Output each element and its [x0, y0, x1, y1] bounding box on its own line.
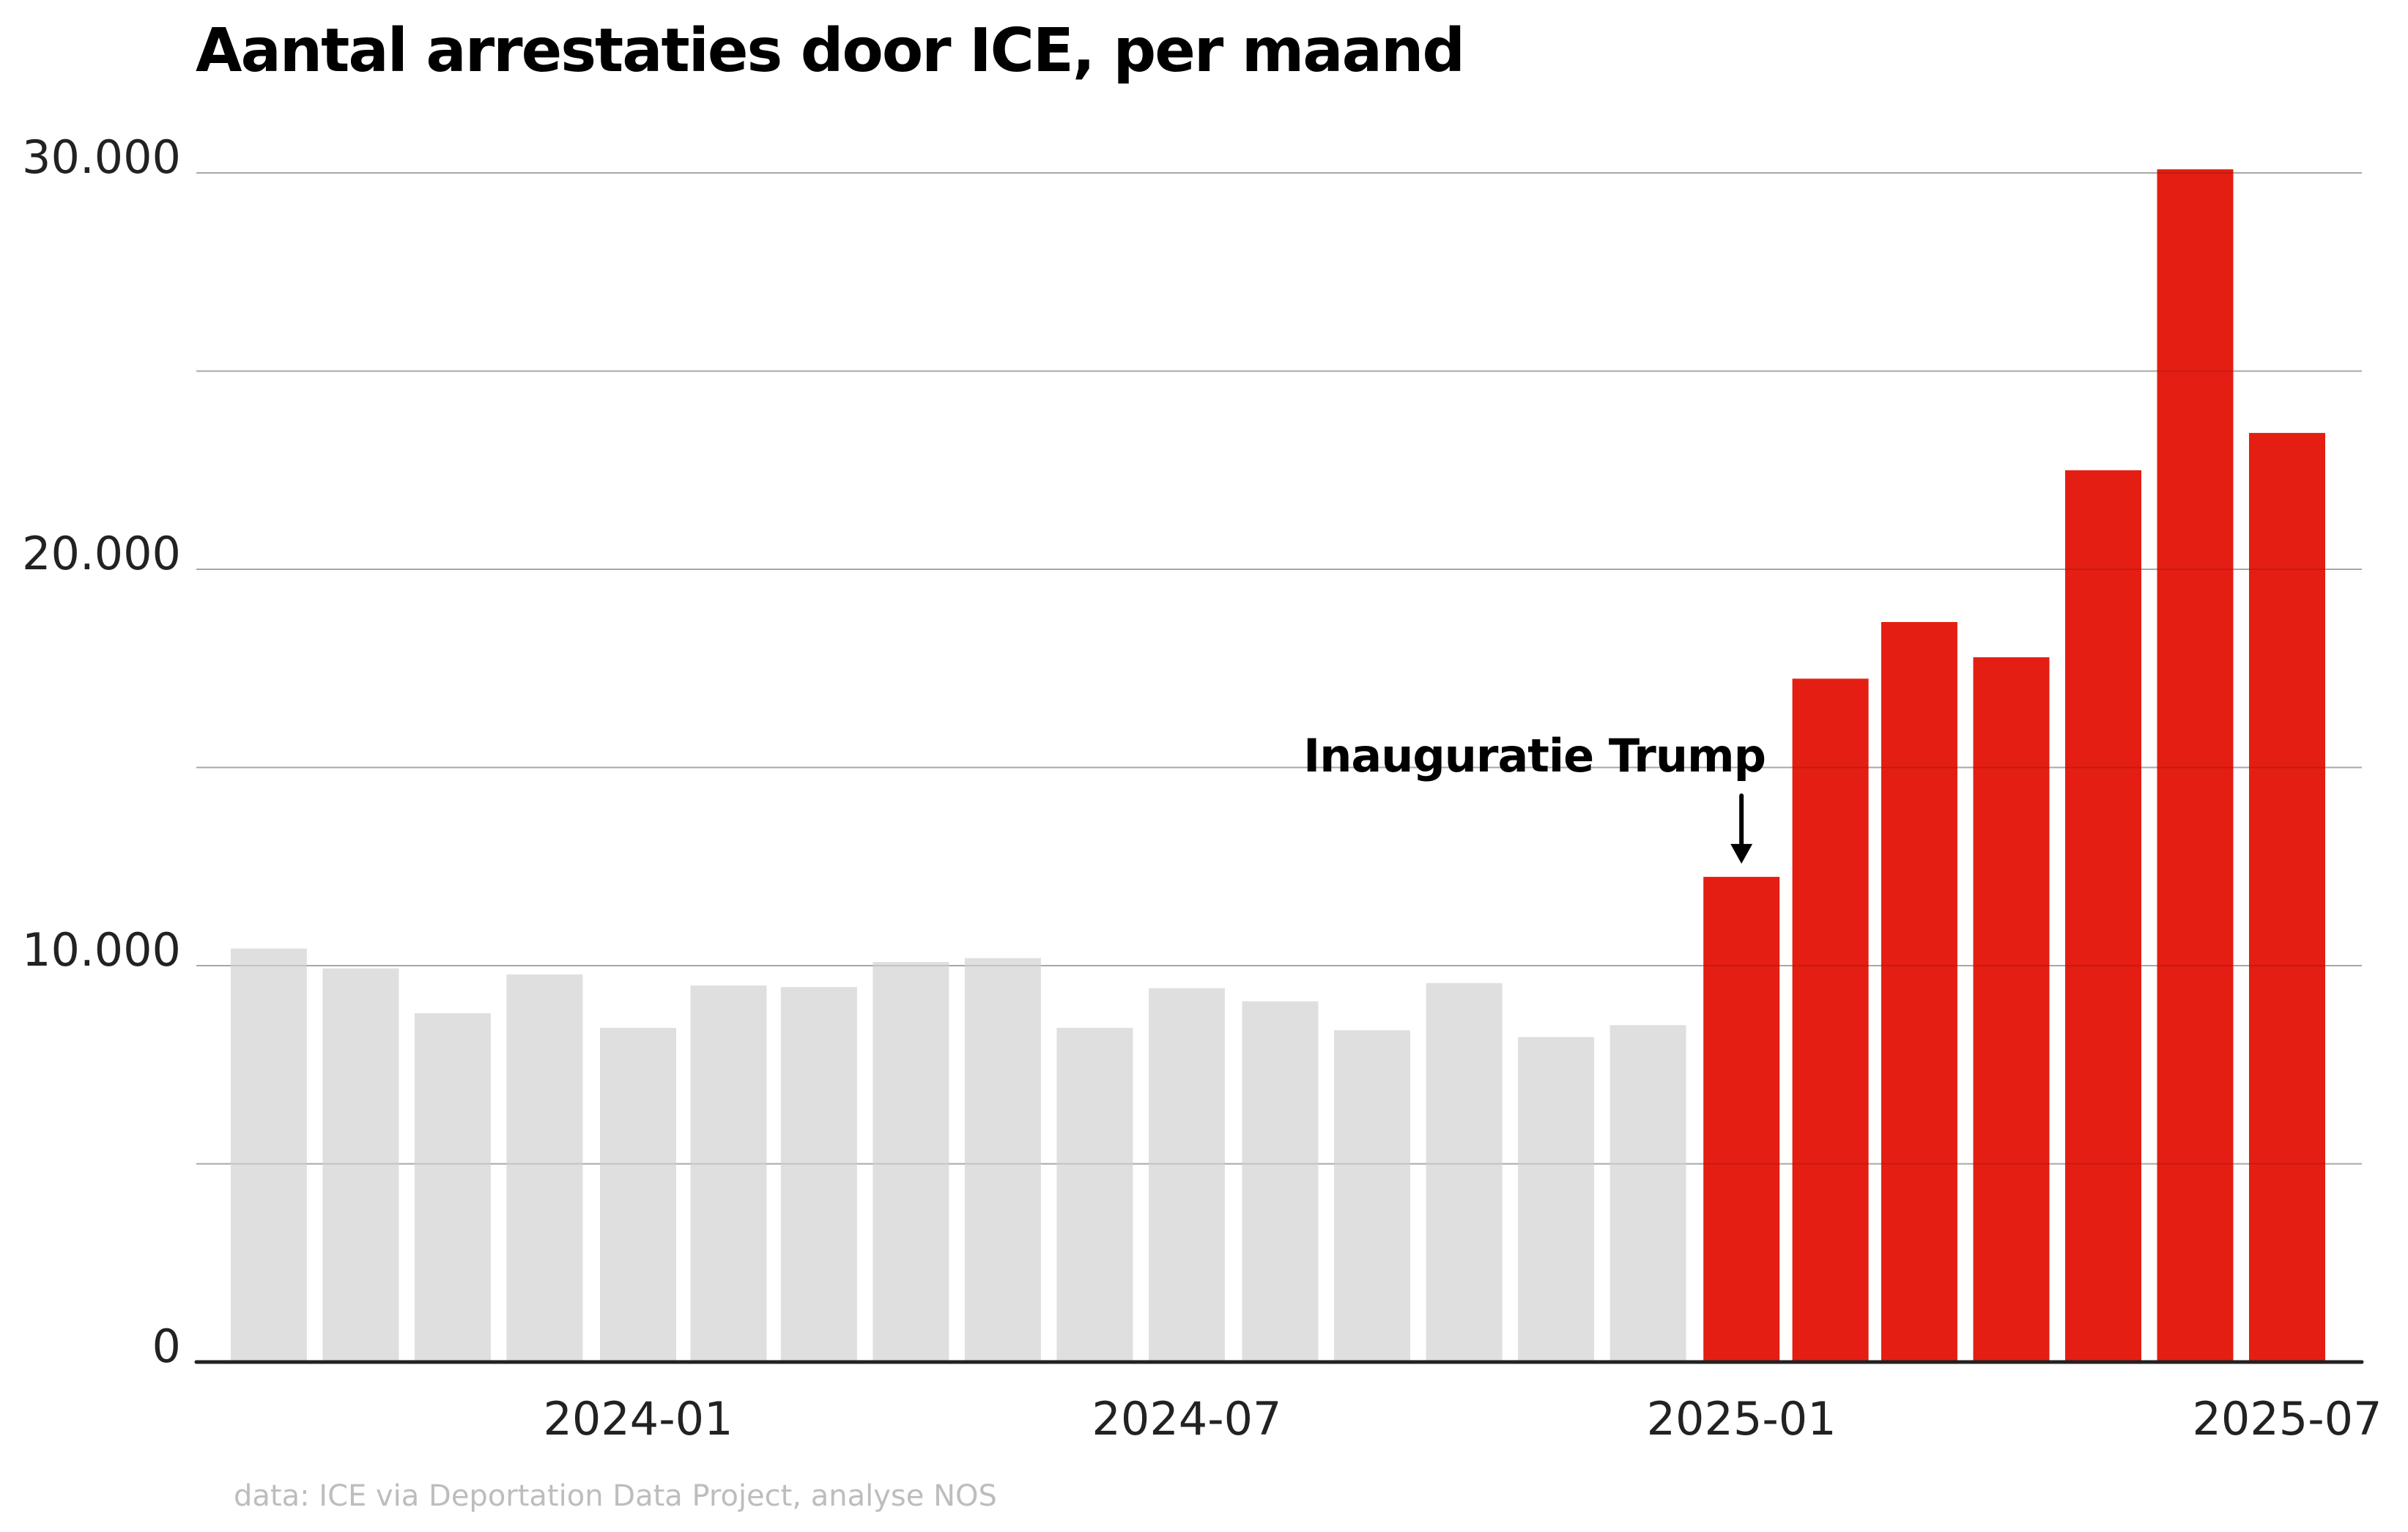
bar-2025-02: [1792, 678, 1869, 1362]
bar-2024-04: [873, 962, 949, 1362]
bar-2024-05: [964, 958, 1041, 1362]
bar-2025-07: [2249, 432, 2325, 1362]
annotation: Inauguratie Trump: [1303, 729, 1766, 864]
bar-2024-03: [780, 987, 857, 1362]
bar-2024-11: [1518, 1037, 1595, 1362]
bar-2023-09: [230, 948, 307, 1362]
bar-2025-03: [1881, 622, 1957, 1362]
x-tick-label: 2024-01: [543, 1392, 733, 1446]
bar-2025-05: [2065, 470, 2141, 1363]
bar-2024-10: [1426, 983, 1503, 1362]
bar-2024-07: [1149, 988, 1225, 1362]
x-axis-tick-labels: 2024-01 2024-07 2025-01 2025-07: [543, 1392, 2382, 1446]
y-tick-label: 30.000: [22, 130, 181, 184]
bar-2025-01: [1703, 876, 1780, 1362]
annotation-label: Inauguratie Trump: [1303, 729, 1766, 782]
bar-2024-01: [600, 1027, 676, 1362]
y-tick-label: 0: [152, 1320, 181, 1373]
bars: [230, 169, 2325, 1363]
y-axis-tick-labels: 0 10.000 20.000 30.000: [22, 130, 181, 1373]
gridlines-overlay: [196, 172, 2362, 1165]
bar-2024-06: [1056, 1027, 1133, 1362]
bar-2024-12: [1609, 1025, 1686, 1362]
y-tick-label: 10.000: [22, 923, 181, 977]
bar-2025-04: [1973, 657, 2050, 1362]
x-tick-label: 2024-07: [1092, 1392, 1281, 1446]
chart-title: Aantal arrestaties door ICE, per maand: [196, 16, 1464, 86]
bar-2024-09: [1334, 1030, 1410, 1362]
source-note: data: ICE via Deportation Data Project, …: [234, 1479, 997, 1513]
bar-2023-12: [506, 974, 583, 1362]
bar-2025-06: [2157, 169, 2234, 1363]
y-tick-label: 20.000: [22, 527, 181, 580]
bar-2023-11: [414, 1013, 491, 1362]
bar-2023-10: [322, 968, 399, 1362]
bar-2024-08: [1242, 1001, 1319, 1362]
down-arrow-icon: [1730, 793, 1753, 864]
bar-2024-02: [690, 985, 767, 1362]
x-tick-label: 2025-01: [1647, 1392, 1837, 1446]
x-tick-label: 2025-07: [2192, 1392, 2382, 1446]
